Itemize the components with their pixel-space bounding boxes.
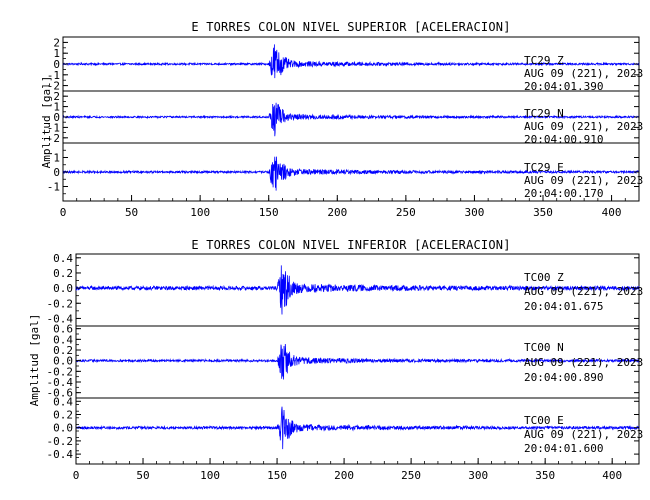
y-tick-label: -0.2 [47,435,74,448]
y-ticks: 210-1-2 [47,36,639,93]
y-tick-label: -0.4 [47,376,74,389]
time-label: 20:04:01.390 [524,80,603,93]
x-tick-label: 200 [334,469,354,482]
y-tick-label: 2 [53,36,60,49]
x-tick-label: 100 [190,206,210,219]
y-tick-label: 0.2 [53,344,73,357]
y-tick-label: -0.4 [47,448,74,461]
x-tick-label: 50 [125,206,138,219]
y-tick-label: 0 [53,111,60,124]
chart-title: E TORRES COLON NIVEL INFERIOR [ACELERACI… [191,238,510,252]
y-ticks: 0.60.40.20.0-0.2-0.4-0.6 [47,323,639,400]
x-tick-label: 150 [267,469,287,482]
y-tick-label: 0.6 [53,323,73,336]
chart-group-superior: E TORRES COLON NIVEL SUPERIOR [ACELERACI… [40,20,643,219]
panel-tc00-e: 0.40.20.0-0.2-0.4 TC00 E AUG 09 (221), 2… [47,395,643,465]
date-label: AUG 09 (221), 2023 [524,120,643,133]
x-axis: 0 50 100 150 200 250 300 350 400 [73,458,640,482]
y-ticks: 210-1-2 [47,90,639,145]
y-tick-label: 0 [53,58,60,71]
waveform-trace [62,156,640,191]
y-ticks: 0.4 0.2 0.0 -0.2 -0.4 [47,252,639,327]
x-tick-label: 350 [533,206,553,219]
y-ticks: 10 -1 [47,142,639,202]
panel-tc00-z: 0.4 0.2 0.0 -0.2 -0.4 TC00 Z AUG 09 (221), 2… [47,252,643,327]
x-tick-label: 400 [602,469,622,482]
station-label: TC29 Z [524,54,564,67]
y-tick-label: -1 [47,121,60,134]
x-tick-label: 350 [535,469,555,482]
x-tick-label: 0 [73,469,80,482]
y-tick-label: 0.2 [53,267,73,280]
y-tick-label: 0.0 [53,282,73,295]
y-axis-label: Amplitud [gal] [28,314,41,407]
y-axis-label: Amplitud [gal] [40,76,53,169]
time-label: 20:04:00.890 [524,371,603,384]
time-label: 20:04:01.600 [524,442,603,455]
y-tick-label: 0.4 [53,252,73,265]
panel-tc00-n: 0.60.40.20.0-0.2-0.4-0.6 TC00 N AUG 09 (… [47,323,644,400]
panel-tc29-n: 210-1-2 TC29 N AUG 09 (221), 2023 20:04:… [47,90,643,146]
y-tick-label: 1 [53,101,60,114]
x-tick-label: 250 [396,206,416,219]
waveform-trace [75,406,640,450]
date-label: AUG 09 (221), 2023 [524,67,643,80]
y-tick-label: -0.2 [47,297,74,310]
y-tick-label: -0.6 [47,387,74,400]
time-label: 20:04:00.910 [524,133,603,146]
y-tick-label: -0.4 [47,312,74,325]
y-tick-label: -1 [47,181,60,194]
x-tick-label: 400 [602,206,622,219]
x-tick-label: 200 [327,206,347,219]
y-tick-label: 0.0 [53,422,73,435]
date-label: AUG 09 (221), 2023 [524,356,643,369]
time-label: 20:04:01.675 [524,300,603,313]
x-tick-label: 150 [259,206,279,219]
y-tick-label: 1 [53,152,60,165]
y-tick-label: 0.2 [53,409,73,422]
y-tick-label: 0.4 [53,395,73,408]
x-tick-label: 0 [60,206,67,219]
date-label: AUG 09 (221), 2023 [524,174,643,187]
y-tick-label: -2 [47,80,60,93]
x-tick-label: 300 [464,206,484,219]
chart-title: E TORRES COLON NIVEL SUPERIOR [ACELERACI… [191,20,510,34]
y-tick-label: 0.4 [53,333,73,346]
y-tick-label: -0.2 [47,365,74,378]
y-tick-label: 0 [53,166,60,179]
panel-tc29-z: 210-1-2 TC29 Z AUG 09 (221), 2023 20:04:… [47,36,643,93]
y-tick-label: -1 [47,69,60,82]
y-ticks: 0.40.20.0-0.2-0.4 [47,395,639,465]
date-label: AUG 09 (221), 2023 [524,285,643,298]
x-tick-label: 50 [136,469,149,482]
waveform-trace [62,44,640,79]
time-label: 20:04:00.170 [524,187,603,200]
panel-tc29-e: 10 -1 TC29 E AUG 09 (221), 2023 20:04:00.… [47,142,643,202]
station-label: TC00 N [524,341,564,354]
x-axis: 0 50 100 150 200 250 300 350 400 [60,195,640,219]
station-label: TC00 Z [524,271,564,284]
y-tick-label: 1 [53,47,60,60]
station-label: TC29 E [524,161,564,174]
y-tick-label: -2 [47,132,60,145]
waveform-trace [75,343,640,380]
y-tick-label: 2 [53,90,60,103]
waveform-trace [62,102,640,137]
y-tick-label: 0.0 [53,355,73,368]
x-tick-label: 300 [468,469,488,482]
date-label: AUG 09 (221), 2023 [524,428,643,441]
station-label: TC00 E [524,414,564,427]
x-tick-label: 250 [401,469,421,482]
station-label: TC29 N [524,107,564,120]
x-tick-label: 100 [200,469,220,482]
waveform-trace [75,265,640,315]
chart-group-inferior: E TORRES COLON NIVEL INFERIOR [ACELERACI… [28,238,643,482]
